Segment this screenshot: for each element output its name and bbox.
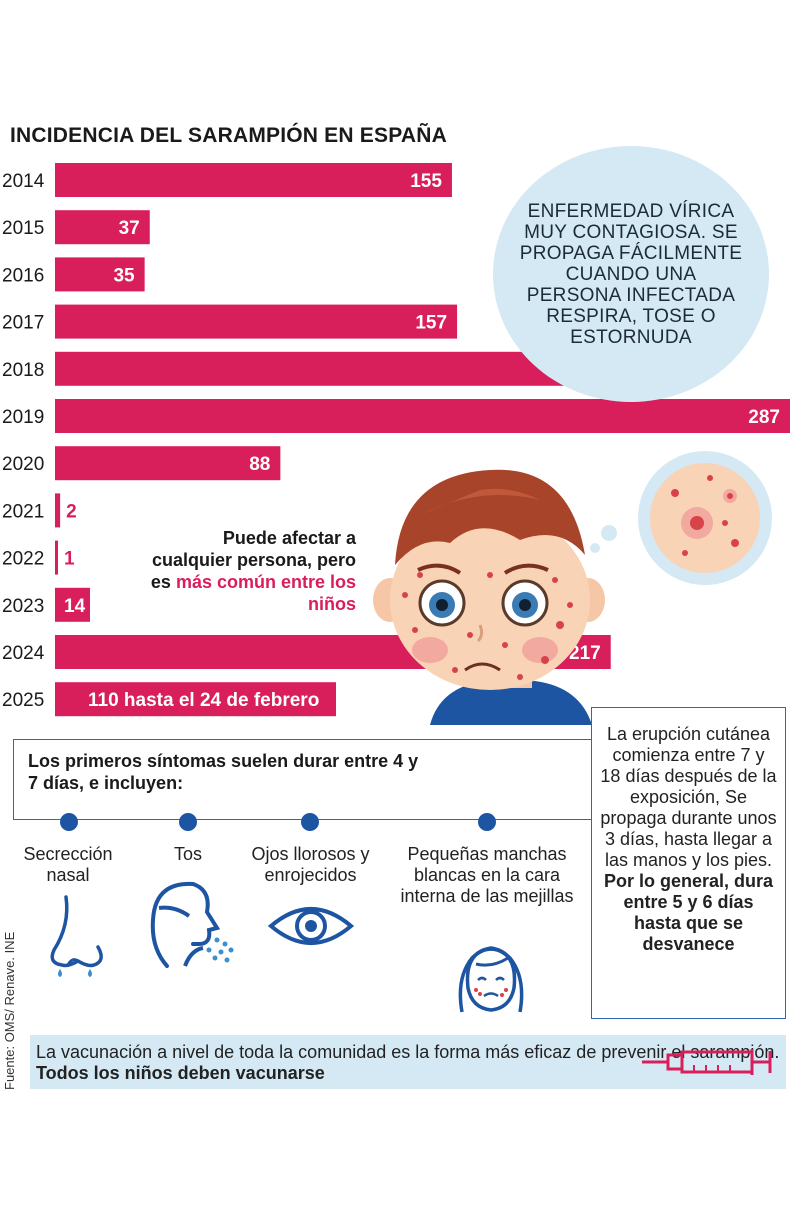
symptom-dot [60, 813, 78, 831]
vaccination-banner: La vacunación a nivel de toda la comunid… [30, 1035, 786, 1089]
symptom-dot [478, 813, 496, 831]
category-label: 2021 [2, 501, 44, 522]
bar-2021 [55, 493, 61, 528]
rash-info: La erupción cutánea comienza entre 7 y 1… [592, 708, 785, 955]
eye-icon [268, 907, 354, 945]
bar-2015 [55, 210, 150, 245]
bar-2016 [55, 257, 145, 292]
affect-note: Puede afectar a cualquier persona, pero … [150, 527, 356, 615]
bar-2020 [55, 446, 281, 481]
value-label: 37 [119, 218, 140, 239]
bar-2023 [55, 587, 90, 622]
rash-info-box: La erupción cutánea comienza entre 7 y 1… [591, 707, 786, 1019]
category-label: 2019 [2, 407, 44, 428]
value-label: 217 [569, 643, 601, 664]
category-label: 2015 [2, 218, 44, 239]
category-label: 2018 [2, 360, 44, 381]
symptom-top-border [13, 739, 603, 740]
vaccination-bold: Todos los niños deben vacunarse [36, 1063, 325, 1083]
symptoms-heading: Los primeros síntomas suelen durar entre… [28, 751, 419, 793]
value-label: 287 [748, 407, 780, 428]
bar-2014 [55, 163, 452, 197]
bar-2025 [55, 682, 336, 717]
value-label: 2 [66, 501, 77, 522]
category-label: 2017 [2, 313, 44, 334]
cough-icon [150, 881, 234, 968]
symptom-label: Pequeñas manchas blancas en la cara inte… [400, 844, 574, 906]
vaccination-message: La vacunación a nivel de toda la comunid… [36, 1042, 786, 1084]
bar-2017 [55, 304, 458, 339]
symptom-dot [301, 813, 319, 831]
value-label: 35 [113, 265, 135, 286]
symptom-dot [179, 813, 197, 831]
category-label: 2020 [2, 454, 44, 475]
bar-2022 [55, 540, 58, 575]
value-label: 110 hasta el 24 de febrero [88, 690, 319, 711]
affect-highlight: más común entre los niños [175, 572, 356, 614]
info-bubble-text: ENFERMEDAD VÍRICA MUY CONTAGIOSA. SE PRO… [519, 200, 743, 348]
symptom-label: Tos [173, 844, 202, 864]
value-label: 1 [64, 549, 75, 570]
nose-icon [50, 895, 103, 977]
category-label: 2025 [2, 690, 44, 711]
rash-bold: Por lo general, dura entre 5 y 6 días ha… [603, 871, 774, 954]
source-note: Fuente: OMS/ Renave. INE [2, 931, 17, 1090]
affect-text: Puede afectar a cualquier persona, pero … [150, 528, 356, 592]
bar-chart: 2014155201537201635201715720182232019287… [2, 163, 790, 717]
syringe-icon [642, 1049, 772, 1075]
sick-child-illustration [373, 469, 605, 725]
rash-text: La erupción cutánea comienza entre 7 y 1… [600, 724, 777, 870]
category-label: 2016 [2, 265, 44, 286]
value-label: 155 [410, 171, 442, 192]
category-label: 2024 [2, 643, 45, 664]
value-label: 157 [415, 313, 447, 334]
rash-closeup-icon [590, 451, 772, 585]
vaccination-text: La vacunación a nivel de toda la comunid… [36, 1042, 780, 1062]
value-label: 14 [64, 596, 86, 617]
symptom-label: Ojos llorosos y enrojecidos [251, 844, 370, 885]
face-spots-icon [458, 946, 524, 1013]
category-label: 2014 [2, 171, 45, 192]
info-bubble: ENFERMEDAD VÍRICA MUY CONTAGIOSA. SE PRO… [493, 146, 769, 402]
value-label: 88 [249, 454, 270, 475]
bar-2019 [55, 399, 790, 433]
category-label: 2022 [2, 549, 44, 570]
chart-title: INCIDENCIA DEL SARAMPIÓN EN ESPAÑA [10, 124, 447, 147]
symptom-label: Secrección nasal [23, 844, 113, 885]
category-label: 2023 [2, 596, 44, 617]
